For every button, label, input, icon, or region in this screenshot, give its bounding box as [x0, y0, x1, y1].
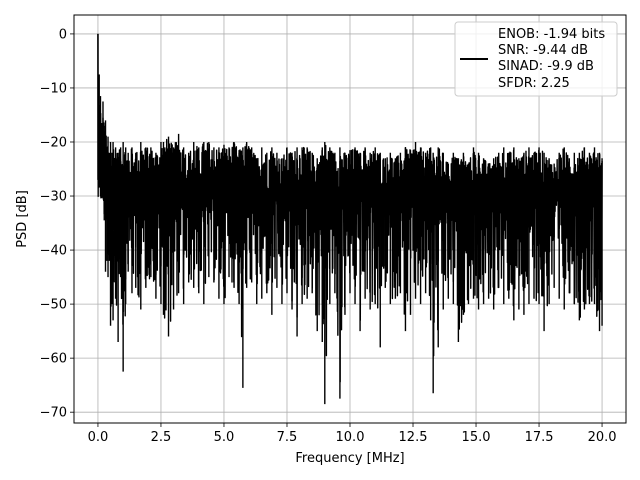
psd-trace — [97, 33, 603, 405]
y-axis-ticks: 0 −10 −20 −30 −40 −50 −60 −70 — [40, 27, 74, 421]
legend-box — [454, 21, 618, 97]
legend-line-snr: SNR: -9.44 dB — [498, 43, 588, 58]
y-tick-label: −30 — [40, 190, 67, 205]
y-tick-label: 0 — [59, 27, 67, 42]
y-tick-label: −40 — [40, 244, 67, 259]
y-tick-label: −10 — [40, 81, 67, 96]
x-tick-label: 7.5 — [277, 430, 298, 445]
legend-line-sfdr: SFDR: 2.25 — [498, 76, 570, 91]
legend: ENOB: -1.94 bits SNR: -9.44 dB SINAD: -9… — [454, 21, 618, 97]
x-axis-ticks: 0.0 2.5 5.0 7.5 10.0 12.5 15.0 17.5 20.0 — [88, 423, 617, 445]
y-tick-label: −50 — [40, 298, 67, 313]
x-tick-label: 12.5 — [399, 430, 428, 445]
x-tick-label: 2.5 — [151, 430, 172, 445]
y-tick-label: −20 — [40, 135, 67, 150]
legend-line-enob: ENOB: -1.94 bits — [498, 27, 605, 42]
x-tick-label: 5.0 — [214, 430, 235, 445]
x-tick-label: 15.0 — [462, 430, 491, 445]
y-axis-label: PSD [dB] — [15, 190, 30, 248]
x-tick-label: 20.0 — [588, 430, 617, 445]
x-tick-label: 10.0 — [336, 430, 365, 445]
x-axis-label: Frequency [MHz] — [295, 451, 404, 466]
x-tick-label: 0.0 — [88, 430, 109, 445]
y-tick-label: −70 — [40, 406, 67, 421]
y-tick-label: −60 — [40, 352, 67, 367]
x-tick-label: 17.5 — [525, 430, 554, 445]
legend-line-sinad: SINAD: -9.9 dB — [498, 59, 594, 74]
